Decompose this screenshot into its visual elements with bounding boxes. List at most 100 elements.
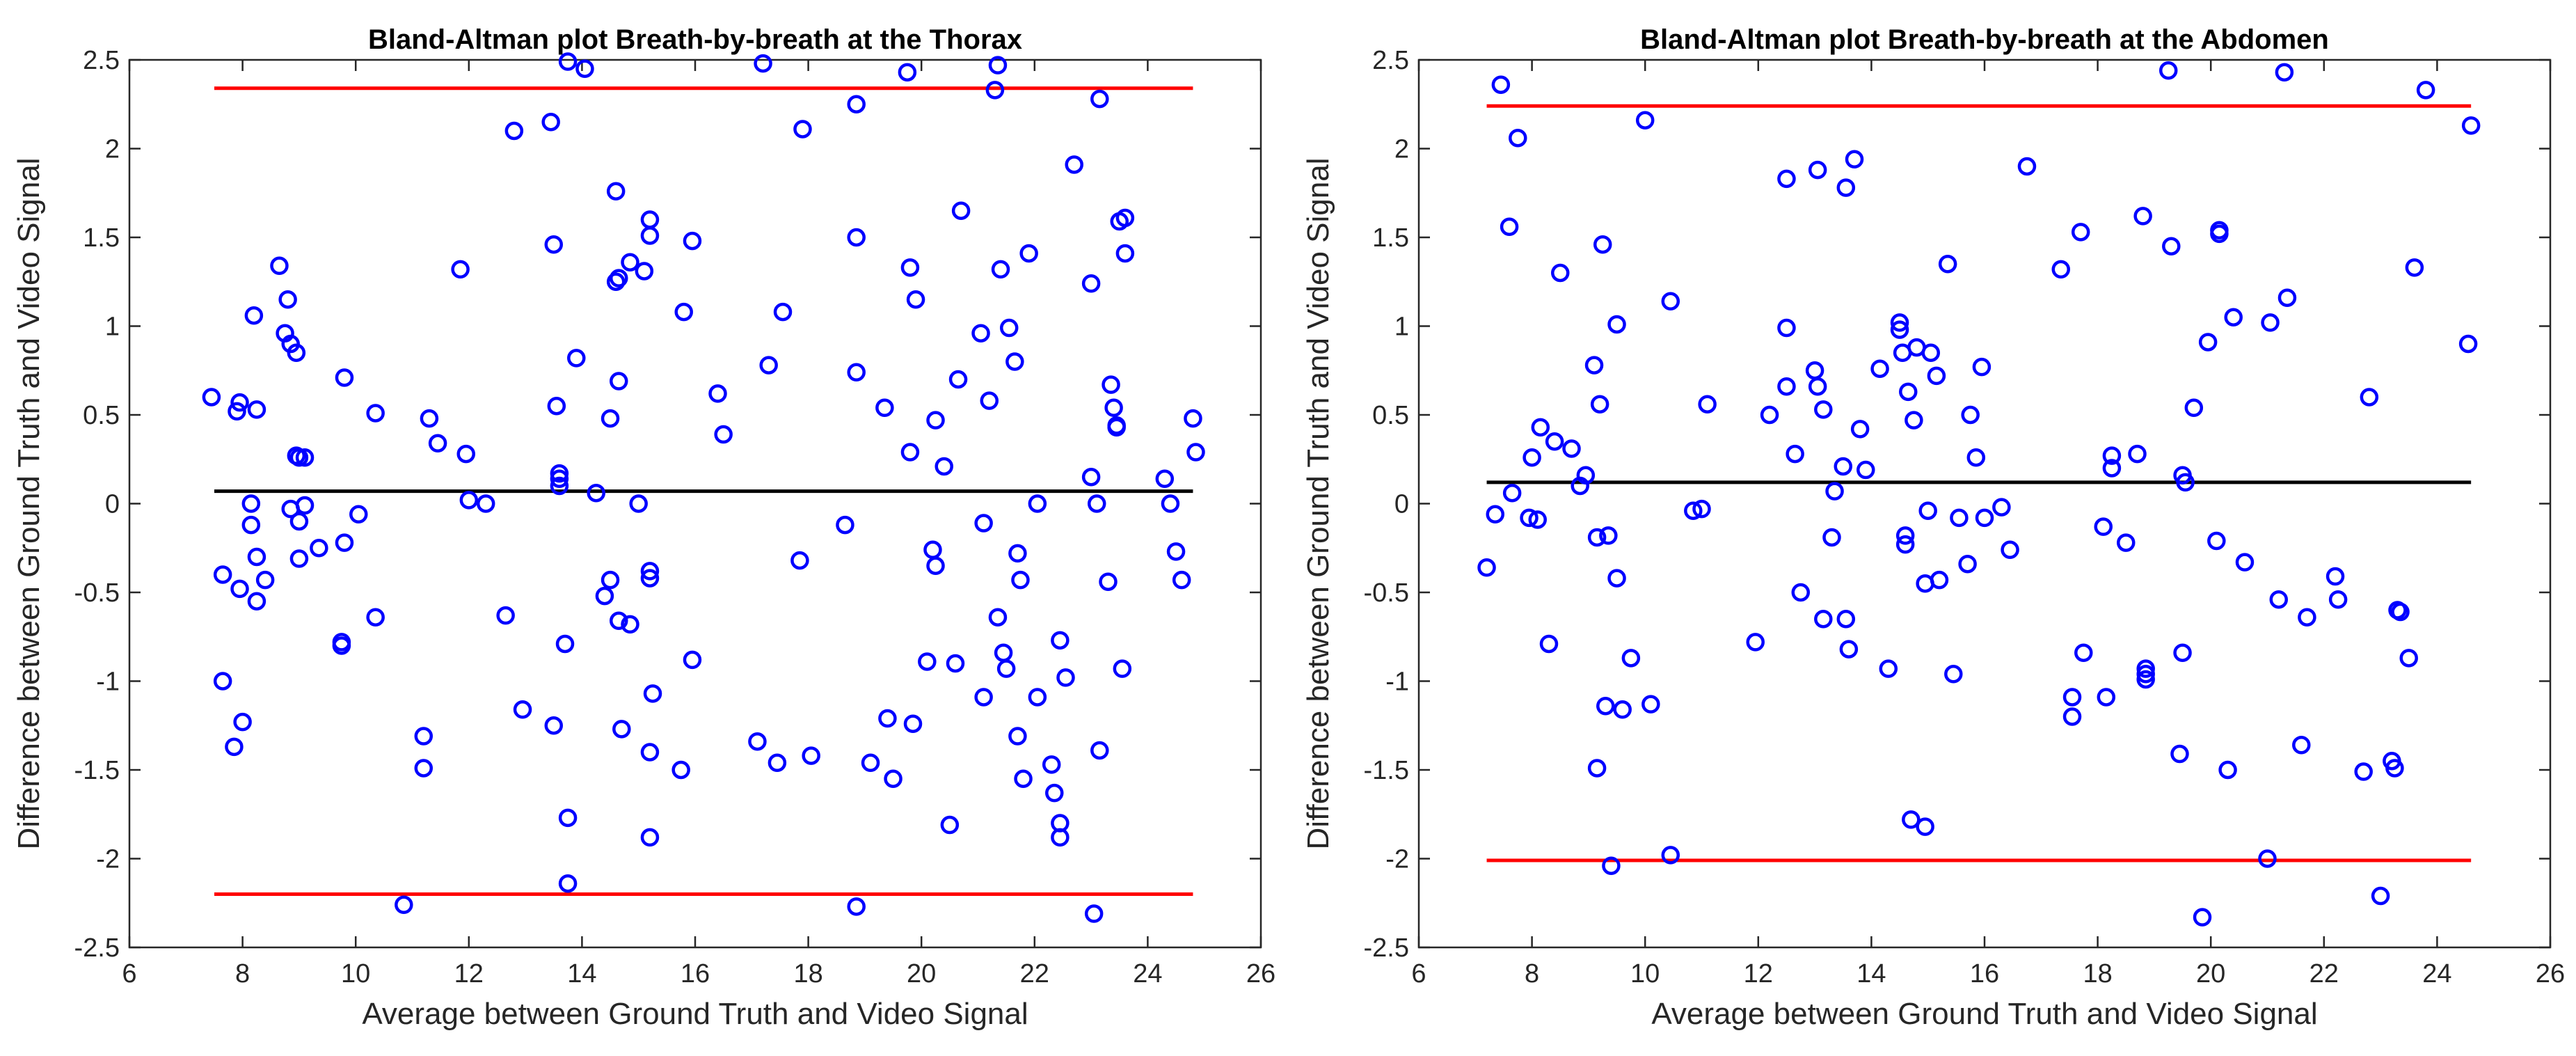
thorax-data-point — [287, 343, 306, 362]
thorax-data-point — [541, 113, 560, 132]
thorax-data-point — [1102, 375, 1120, 394]
abdomen-data-point — [2071, 223, 2090, 242]
thorax-data-point — [793, 120, 812, 139]
abdomen-data-point — [1944, 665, 1963, 684]
abdomen-data-point — [1905, 411, 1923, 430]
thorax-data-point — [270, 256, 289, 276]
abdomen-data-point — [1602, 856, 1621, 875]
thorax-y-tick-label: 2.5 — [83, 46, 120, 75]
abdomen-data-point — [2416, 81, 2435, 100]
thorax-data-point — [241, 494, 261, 513]
thorax-data-point — [1028, 688, 1047, 707]
abdomen-data-point — [1966, 448, 1986, 467]
thorax-y-tick-label: 1.5 — [83, 223, 120, 253]
thorax-data-point — [640, 828, 660, 847]
abdomen-plot-area — [1417, 58, 2552, 949]
thorax-data-point — [1107, 416, 1126, 435]
abdomen-y-tick-label: -1 — [1385, 668, 1409, 697]
abdomen-data-point — [2210, 224, 2229, 244]
thorax-data-point — [496, 606, 515, 625]
thorax-data-point — [606, 182, 626, 200]
thorax-data-point — [861, 753, 880, 773]
abdomen-data-point — [1545, 432, 1564, 451]
thorax-data-point — [1051, 828, 1070, 847]
thorax-data-point — [1084, 904, 1104, 923]
thorax-data-point — [550, 476, 569, 496]
thorax-data-point — [213, 565, 232, 584]
thorax-data-point — [335, 368, 354, 387]
abdomen-data-point — [1692, 499, 1711, 519]
abdomen-data-point — [1916, 817, 1934, 836]
abdomen-data-point — [1562, 439, 1581, 458]
thorax-data-point — [847, 897, 866, 916]
abdomen-data-point — [2385, 759, 2404, 778]
thorax-data-point — [609, 269, 628, 287]
abdomen-data-point — [1596, 696, 1615, 716]
thorax-x-tick-label: 20 — [907, 959, 936, 988]
abdomen-data-point — [2158, 61, 2178, 80]
thorax-y-tick-label: -1 — [96, 668, 120, 697]
thorax-data-point — [225, 737, 244, 757]
abdomen-data-point — [1845, 150, 1864, 169]
abdomen-data-point — [2051, 260, 2071, 279]
abdomen-data-point — [1587, 528, 1607, 547]
abdomen-data-point — [1808, 160, 1827, 180]
thorax-data-point — [768, 753, 787, 773]
abdomen-data-point — [1698, 395, 1717, 413]
thorax-data-point — [708, 384, 727, 403]
abdomen-data-point — [1777, 377, 1796, 396]
abdomen-data-point — [1531, 418, 1550, 437]
thorax-data-point — [991, 260, 1010, 279]
thorax-data-point — [635, 262, 654, 281]
abdomen-data-point — [1921, 343, 1941, 362]
abdomen-data-point — [2371, 886, 2390, 906]
abdomen-data-point — [2458, 334, 2478, 354]
thorax-data-point — [974, 688, 993, 707]
abdomen-data-point — [1890, 313, 1909, 332]
thorax-data-point — [414, 727, 434, 746]
abdomen-data-point — [1607, 315, 1626, 334]
abdomen-x-tick-label: 12 — [1744, 959, 1773, 988]
thorax-x-tick-label: 16 — [681, 959, 710, 988]
thorax-data-point — [451, 260, 470, 279]
thorax-data-point — [988, 608, 1008, 626]
thorax-data-point — [550, 469, 569, 489]
abdomen-data-point — [1777, 318, 1796, 338]
thorax-data-point — [335, 533, 354, 552]
thorax-data-point — [980, 391, 999, 410]
thorax-data-point — [802, 746, 820, 765]
thorax-x-axis-label: Average between Ground Truth and Video S… — [362, 997, 1028, 1031]
thorax-data-point — [504, 121, 524, 141]
thorax-data-point — [1065, 155, 1083, 174]
thorax-y-tick-label: -2 — [96, 845, 120, 874]
thorax-data-point — [900, 443, 920, 462]
thorax-data-point — [1019, 244, 1038, 263]
thorax-data-point — [640, 569, 660, 588]
thorax-data-point — [601, 570, 620, 590]
abdomen-data-point — [1528, 510, 1547, 529]
thorax-data-point — [544, 716, 563, 735]
abdomen-data-point — [2277, 288, 2297, 307]
thorax-data-point — [558, 874, 578, 893]
abdomen-x-tick-label: 8 — [1525, 959, 1539, 988]
thorax-data-point — [213, 672, 232, 691]
thorax-data-point — [1011, 570, 1030, 590]
abdomen-data-point — [1551, 263, 1570, 283]
abdomen-data-point — [1958, 554, 1977, 574]
thorax-data-point — [587, 483, 605, 503]
thorax-x-tick-label: 6 — [122, 959, 136, 988]
thorax-data-point — [1104, 398, 1123, 418]
thorax-data-point — [847, 95, 866, 113]
thorax-data-point — [289, 512, 309, 531]
abdomen-data-point — [1895, 535, 1915, 554]
thorax-y-tick-label: -0.5 — [74, 578, 120, 608]
abdomen-y-tick-label: -2 — [1385, 845, 1409, 874]
abdomen-data-point — [1961, 405, 1980, 425]
abdomen-data-point — [1870, 359, 1889, 378]
abdomen-data-point — [2391, 602, 2410, 622]
abdomen-data-point — [1486, 505, 1505, 524]
thorax-data-point — [1115, 208, 1135, 228]
abdomen-data-point — [1590, 395, 1609, 413]
abdomen-y-tick-label: 1.5 — [1372, 223, 1409, 253]
